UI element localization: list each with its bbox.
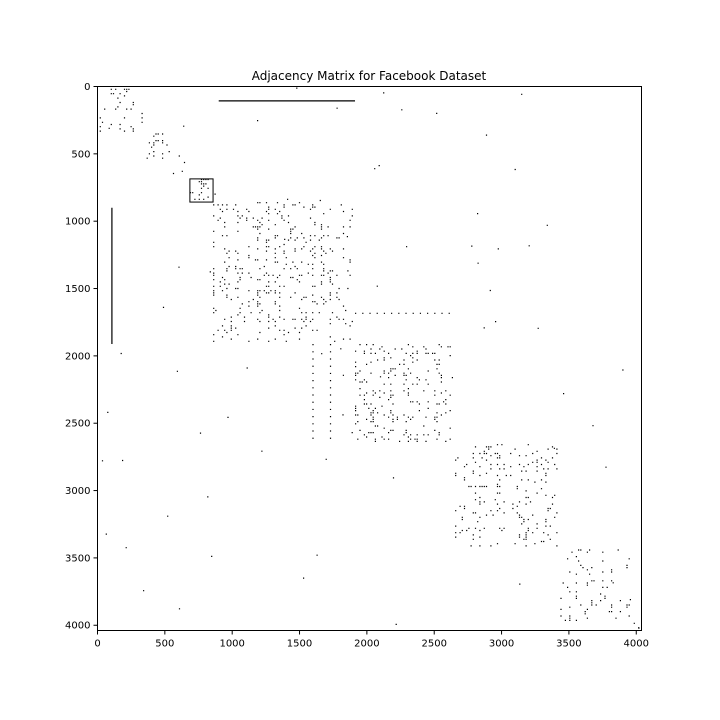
x-tick-label-7: 3500 xyxy=(556,639,581,650)
x-tick-label-6: 3000 xyxy=(489,639,514,650)
y-axis: 0 500 1000 1500 2000 2500 3000 3500 4000 xyxy=(65,82,98,632)
y-tick-label-0: 0 xyxy=(84,82,90,93)
axes-frame xyxy=(97,86,642,631)
x-tick-label-4: 2000 xyxy=(354,639,379,650)
y-tick-label-5: 2500 xyxy=(65,419,90,430)
community-block-2 xyxy=(172,161,186,175)
y-tick-label-7: 3500 xyxy=(65,553,90,564)
x-axis: 0 500 1000 1500 2000 2500 3000 3500 4000 xyxy=(94,630,649,650)
block-dots-5 xyxy=(355,344,453,442)
community-block-3 xyxy=(189,178,209,200)
y-tick-label-2: 1000 xyxy=(65,217,90,228)
x-tick-label-5: 2500 xyxy=(421,639,446,650)
x-tick-label-0: 0 xyxy=(94,639,100,650)
y-tick-label-6: 3000 xyxy=(65,486,90,497)
x-tick-label-1: 500 xyxy=(155,639,174,650)
community-block-5 xyxy=(355,344,453,442)
block-dots-2 xyxy=(172,161,186,175)
y-tick-label-8: 4000 xyxy=(65,621,90,632)
x-tick-label-3: 1500 xyxy=(287,639,312,650)
x-tick-label-8: 4000 xyxy=(624,639,649,650)
block-dots-3 xyxy=(189,178,209,200)
y-tick-label-4: 2000 xyxy=(65,351,90,362)
dense-block-outline xyxy=(189,178,214,203)
x-tick-label-2: 1000 xyxy=(219,639,244,650)
chart-title: Adjacency Matrix for Facebook Dataset xyxy=(252,69,487,83)
y-tick-label-3: 1500 xyxy=(65,284,90,295)
plot-area xyxy=(99,87,640,629)
y-tick-label-1: 500 xyxy=(71,149,90,160)
